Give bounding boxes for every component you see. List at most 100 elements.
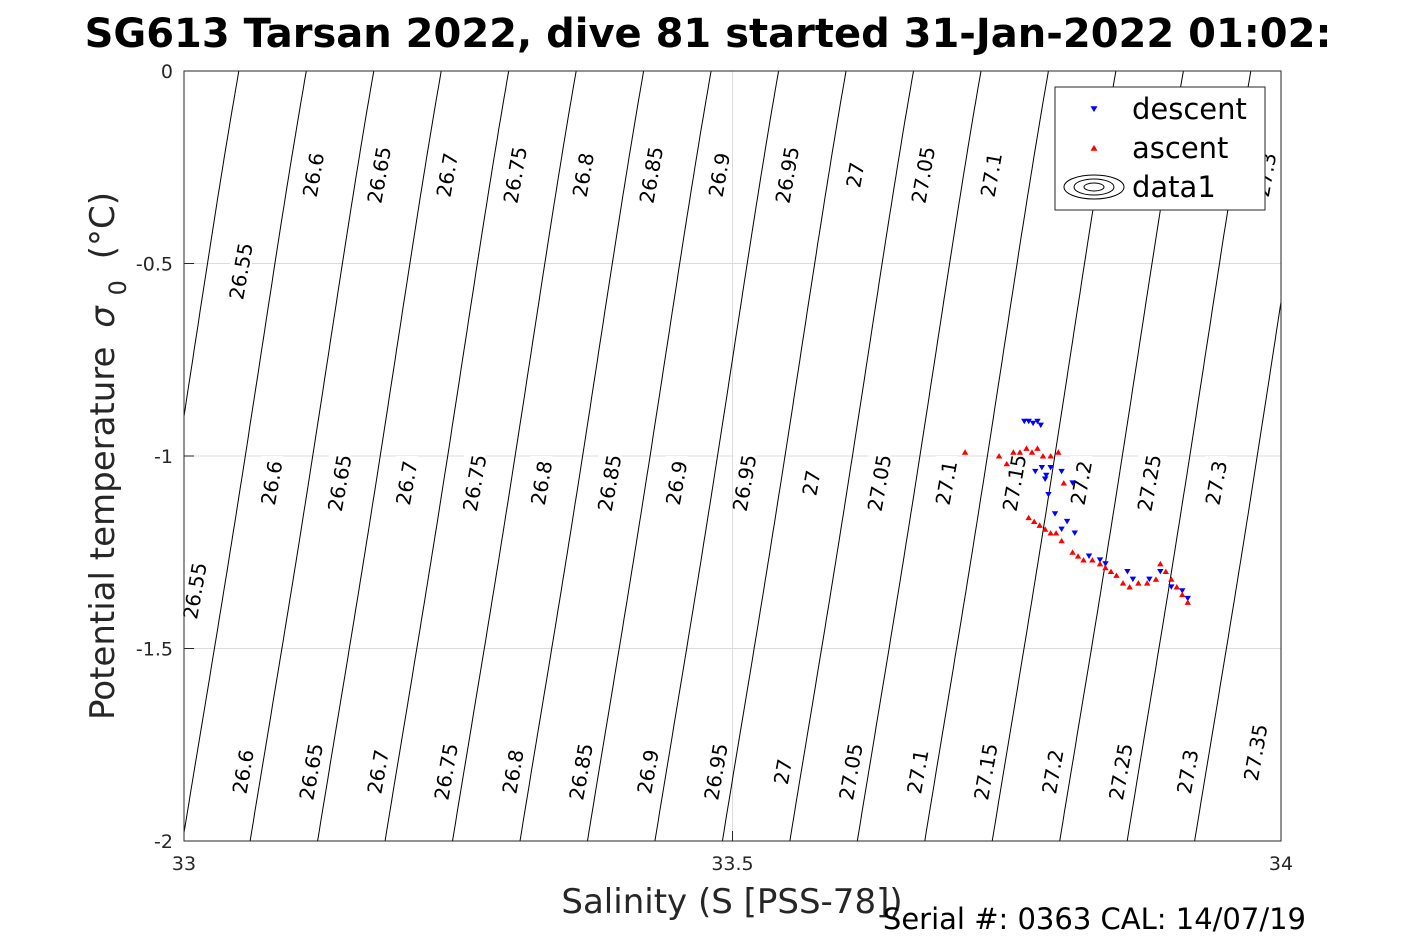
y-axis-label-sub: 0 — [104, 280, 132, 295]
ascent-point — [1028, 449, 1036, 455]
chart-title: SG613 Tarsan 2022, dive 81 started 31-Ja… — [85, 11, 1332, 57]
isopycnal-line — [184, 71, 240, 420]
legend-label-data1: data1 — [1132, 170, 1216, 204]
descent-point — [1179, 588, 1186, 594]
descent-point — [1037, 422, 1044, 429]
isopycnal-line — [384, 71, 510, 841]
y-tick-label: -1.5 — [136, 639, 173, 661]
descent-point — [1034, 418, 1041, 425]
contour-label-bg — [598, 450, 621, 516]
ascent-point — [1025, 514, 1032, 521]
y-axis-label-sigma: σ — [83, 305, 123, 328]
svg-text:Potential temperature σ: Potential temperature σ 0 (°C) — [83, 192, 135, 720]
contour-label-bg — [800, 466, 823, 499]
y-tick-label: 0 — [161, 61, 173, 83]
descent-point — [1021, 418, 1028, 425]
contour-label-bg — [1070, 455, 1093, 510]
contour-label-bg — [935, 455, 958, 510]
descent-point — [1184, 595, 1191, 602]
descent-point — [1124, 568, 1131, 575]
descent-point — [1146, 576, 1153, 583]
contour-label-bg — [395, 455, 418, 510]
ascent-point — [1135, 580, 1142, 586]
contour-label-bg — [1138, 450, 1161, 516]
contour-label-bg — [504, 142, 527, 208]
ascent-point — [1039, 453, 1047, 459]
contour-label-bg — [1205, 455, 1228, 510]
x-tick-label: 33.5 — [711, 853, 753, 875]
contour-label-bg — [435, 739, 458, 805]
descent-point — [1157, 568, 1164, 575]
descent-point — [1102, 561, 1109, 567]
ascent-point — [1003, 460, 1010, 467]
ascent-point — [1069, 549, 1076, 555]
contour-label: 27 — [841, 160, 869, 189]
contour-label-bg — [844, 158, 867, 191]
ascent-point — [1179, 591, 1186, 598]
isopycnal-line — [924, 71, 1049, 841]
ascent-point — [1157, 560, 1164, 567]
contour-label-bg — [1041, 744, 1064, 799]
ascent-point — [1058, 537, 1065, 544]
x-tick-label: 33 — [172, 853, 196, 875]
descent-point — [1025, 418, 1032, 425]
contour-label-bg — [665, 455, 688, 510]
legend: descent ascent data1 — [1054, 86, 1266, 211]
descent-point — [1063, 518, 1071, 525]
legend-marker-descent — [1090, 106, 1098, 113]
contour-label-bg — [367, 744, 390, 799]
descent-point — [1038, 464, 1046, 471]
contour-label-bg — [302, 147, 325, 202]
y-tick-label: -0.5 — [136, 254, 173, 276]
ascent-point — [1168, 576, 1175, 582]
contour-label-bg — [436, 147, 459, 202]
contour-label-bg — [463, 450, 486, 516]
contour-label-bg — [300, 739, 323, 805]
contour-label: 27 — [797, 468, 825, 497]
ascent-point — [1184, 599, 1191, 605]
y-tick-label: -1 — [154, 446, 173, 468]
x-tick-label: 34 — [1269, 853, 1293, 875]
ascent-point — [1047, 453, 1054, 459]
ascent-point — [1041, 526, 1049, 532]
legend-label-ascent: ascent — [1132, 131, 1228, 165]
contour-label-bg — [733, 450, 756, 516]
ascent-point — [1102, 564, 1109, 571]
y-axis-label-unit: (°C) — [83, 192, 123, 259]
isopycnal-line — [721, 71, 847, 841]
ascent-point — [1152, 576, 1160, 582]
descent-point — [1096, 557, 1104, 563]
isopycnal-line — [317, 71, 442, 841]
descent-point — [1129, 576, 1137, 583]
contour-label-bg — [906, 744, 929, 799]
ascent-point — [1080, 557, 1087, 563]
descent-point — [1029, 420, 1037, 427]
contour-label-bg — [776, 142, 799, 208]
ascent-point — [1030, 518, 1038, 525]
contour-label-bg — [328, 450, 351, 516]
ascent-point — [1107, 568, 1115, 575]
descent-point — [1058, 526, 1065, 533]
ascent-point — [1016, 449, 1024, 455]
descent-point — [1085, 553, 1093, 559]
ascent-point — [1126, 584, 1133, 590]
contour-label-bg — [839, 739, 862, 805]
legend-contour-icon — [1063, 174, 1125, 200]
descent-point — [1032, 468, 1039, 475]
legend-marker-ascent — [1090, 144, 1098, 151]
data-points — [961, 418, 1191, 605]
ascent-point — [1143, 580, 1151, 586]
isopycnal-line — [789, 71, 914, 841]
ascent-point — [1036, 522, 1043, 528]
ascent-point — [1034, 445, 1041, 451]
legend-contour-icon — [1073, 178, 1115, 196]
isopycnal-line — [249, 71, 375, 841]
legend-label-descent: descent — [1132, 92, 1247, 126]
ascent-point — [1055, 449, 1062, 455]
serial-cal-footer: Serial #: 0363 CAL: 14/07/19 — [883, 902, 1306, 936]
axis-ticks: 33 33.5 34 0 -0.5 -1 -1.5 -2 — [136, 61, 1293, 875]
ascent-point — [1074, 553, 1082, 559]
ascent-point — [1052, 530, 1060, 536]
contour-label-bg — [572, 147, 595, 202]
